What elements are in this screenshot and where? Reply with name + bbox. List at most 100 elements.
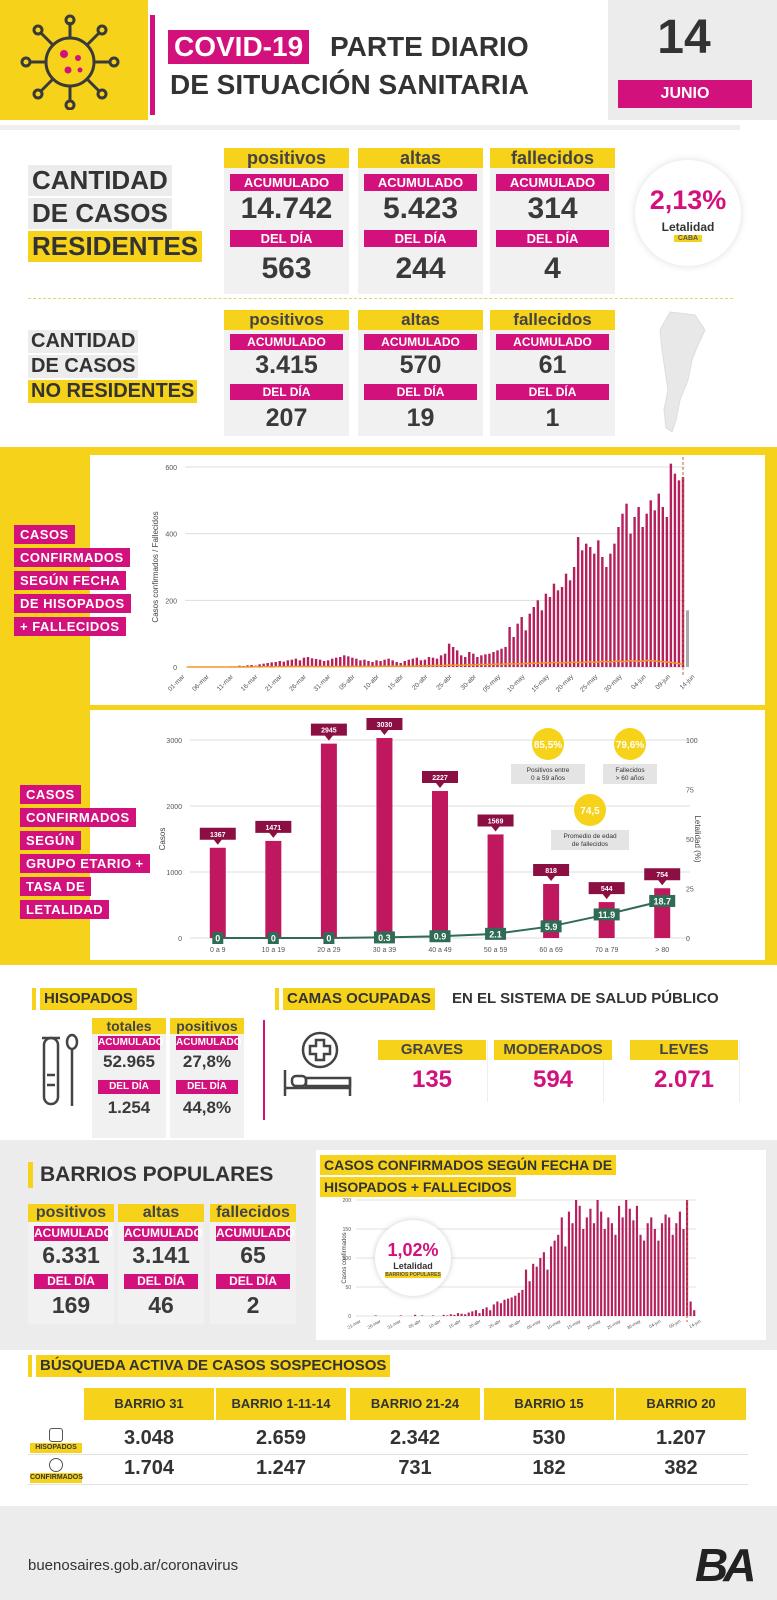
table-column-header: BARRIO 21-24 [350,1388,480,1420]
bar [322,661,326,667]
bar [669,463,673,667]
bar [641,527,644,667]
bar [593,553,596,667]
y2-tick-label: 75 [686,788,694,795]
bar [379,661,382,667]
dia-label: DEL DÍA [98,1080,160,1094]
bar [411,658,415,667]
stat-header: altas [358,148,483,168]
bar [421,1315,424,1316]
no-residentes-title-1: CANTIDAD [28,330,139,353]
dia-value: 207 [265,404,308,432]
bar [476,657,479,667]
chart1-label-line: + FALLECIDOS [14,617,126,636]
chart1-label-line: DE HISOPADOS [14,594,131,613]
table-cell: 2.342 [389,1427,441,1449]
letalidad-label: 11.9 [598,910,615,920]
acum-label: ACUMULADO [216,1226,295,1241]
annotation-text: Fallecidos [615,767,645,774]
busqueda-title: BÚSQUEDA ACTIVA DE CASOS SOSPECHOSOS [36,1355,391,1377]
barrios-title-bar [28,1162,33,1188]
chart2-label-line: CASOS [20,785,81,804]
x-tick-label: 10-may [546,1318,562,1330]
bar [258,664,261,667]
x-tick-label: 05-may [482,673,503,694]
letalidad-label: Letalidad [661,220,715,234]
bar [575,1200,578,1316]
camas-value: 594 [532,1066,574,1093]
acum-value: 61 [538,351,567,379]
x-tick-label: 09-jun [668,1318,682,1329]
bar [467,1312,470,1316]
stat-header: positivos [224,310,349,330]
header-title-2: DE SITUACIÓN SANITARIA [170,69,529,100]
bar [270,662,273,667]
letalidad-label: 0 [271,934,276,944]
bar [374,1315,377,1316]
dia-value: 19 [406,404,435,432]
bar [621,1217,624,1316]
bar [520,617,523,667]
dia-label: DEL DÍA [496,230,609,247]
annotation-text: Promedio de edad [563,833,617,840]
x-tick-label: 20 a 29 [317,947,340,954]
bar [209,847,226,938]
bar [294,658,298,667]
chart1-label-line: CASOS [14,525,75,544]
x-tick-label: 09-jun [654,673,672,691]
bar [532,607,535,667]
bar [635,1205,639,1316]
bar [246,665,249,667]
data-label: 818 [545,868,557,875]
y-tick-label: 0 [178,936,182,943]
bar [499,1303,503,1316]
bar [487,834,504,938]
acum-label: ACUMULADO [496,334,609,350]
covid-tag: COVID-19 [168,30,310,64]
bar [510,1297,513,1316]
bar [517,1292,520,1316]
table-cell: 1.207 [655,1427,707,1449]
table-cell: 1.247 [255,1457,307,1479]
bar [552,583,556,667]
y2-tick-label: 50 [686,837,694,844]
x-tick-label: 14-jun [679,673,697,691]
chart2-side-label: CASOS CONFIRMADOS SEGÚN GRUPO ETARIO + T… [20,785,160,923]
letalidad-marker [540,920,562,933]
bar [290,659,294,667]
dia-label: DEL DÍA [230,384,343,400]
argentina-map-icon [659,311,706,433]
x-tick-label: 04-jun [648,1318,662,1329]
x-tick-label: 40 a 49 [428,947,451,954]
bar [580,550,584,667]
dia-value: 1 [545,404,560,432]
chart2-label-line: LETALIDAD [20,900,110,919]
x-tick-label: 10-may [506,673,527,694]
data-label: 754 [656,872,668,879]
camas-subtitle: EN EL SISTEMA DE SALUD PÚBLICO [452,990,719,1007]
bar [351,657,354,667]
bar [335,657,338,667]
x-tick-label: 11-mar [216,673,236,693]
footer-url[interactable]: buenosaires.gob.ar/coronavirus [28,1557,239,1574]
bar [633,517,636,667]
acum-label: ACUMULADO [230,174,343,191]
bar [585,543,588,667]
bar [560,1217,563,1316]
hisopados-divider [263,1020,265,1120]
bar [542,1252,545,1316]
acum-label: ACUMULADO [124,1226,203,1241]
acum-value: 3.141 [132,1242,190,1268]
bar [478,1313,481,1316]
bar [650,1217,653,1316]
bar [540,610,544,667]
bar [474,1310,477,1316]
x-tick-label: 50 a 59 [484,947,507,954]
y-tick-label: 2000 [166,804,182,811]
bar [278,661,281,667]
dia-label: DEL DÍA [496,384,609,400]
bar [564,1246,567,1316]
bar [617,1205,621,1316]
bar [597,540,600,667]
acum-value: 27,8% [182,1052,232,1071]
